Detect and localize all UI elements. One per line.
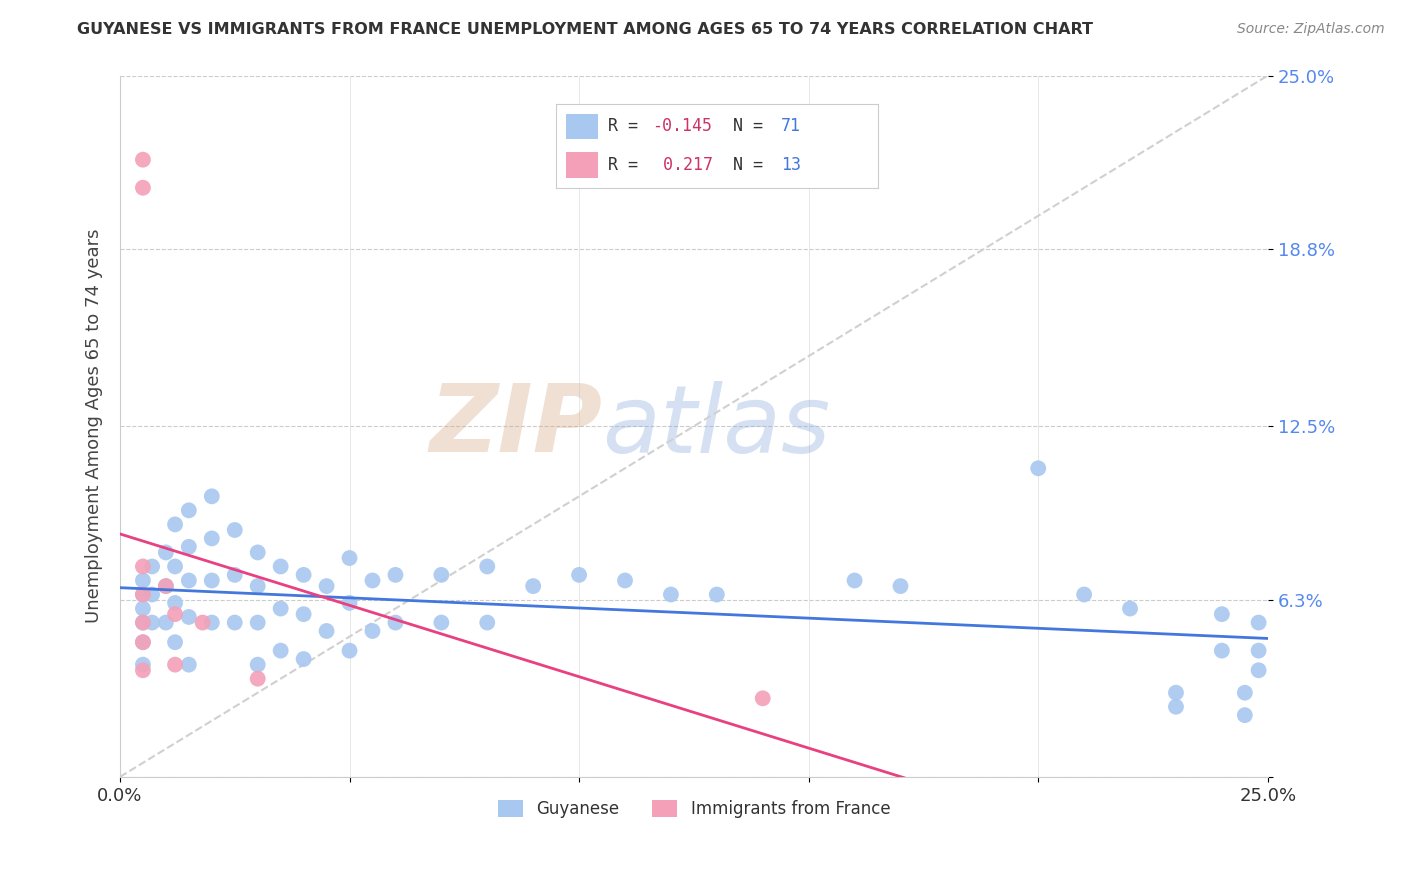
Point <box>315 624 337 638</box>
Y-axis label: Unemployment Among Ages 65 to 74 years: Unemployment Among Ages 65 to 74 years <box>86 229 103 624</box>
Point <box>522 579 544 593</box>
Point <box>141 559 163 574</box>
Point <box>292 607 315 622</box>
Point <box>1073 587 1095 601</box>
Point <box>361 624 384 638</box>
Point <box>1233 686 1256 700</box>
Point <box>141 587 163 601</box>
Point <box>339 551 361 566</box>
Point <box>132 587 155 601</box>
Point <box>132 153 155 167</box>
Point <box>132 657 155 672</box>
Point <box>132 615 155 630</box>
Point <box>1247 663 1270 677</box>
Point <box>132 574 155 588</box>
Point <box>155 615 177 630</box>
Point <box>1164 686 1187 700</box>
Point <box>1211 643 1233 657</box>
Point <box>315 579 337 593</box>
Point <box>165 559 187 574</box>
Point <box>201 615 224 630</box>
Point <box>177 503 200 517</box>
Point <box>246 615 269 630</box>
Point <box>201 574 224 588</box>
Point <box>224 567 246 582</box>
Point <box>659 587 682 601</box>
Point <box>1211 607 1233 622</box>
Point <box>1247 615 1270 630</box>
Point <box>339 596 361 610</box>
Point <box>132 635 155 649</box>
Point <box>614 574 637 588</box>
Point <box>155 545 177 559</box>
Point <box>224 615 246 630</box>
Point <box>292 652 315 666</box>
Point <box>132 635 155 649</box>
Point <box>132 180 155 194</box>
Point <box>246 545 269 559</box>
Point <box>270 601 292 615</box>
Point <box>889 579 911 593</box>
Point <box>132 615 155 630</box>
Point <box>177 657 200 672</box>
Point <box>165 596 187 610</box>
Point <box>384 567 406 582</box>
Point <box>477 615 499 630</box>
Point <box>246 657 269 672</box>
Point <box>246 672 269 686</box>
Point <box>270 643 292 657</box>
Point <box>1164 699 1187 714</box>
Point <box>1026 461 1049 475</box>
Point <box>706 587 728 601</box>
Point <box>270 559 292 574</box>
Point <box>191 615 214 630</box>
Point <box>430 567 453 582</box>
Point <box>568 567 591 582</box>
Text: ZIP: ZIP <box>429 380 602 472</box>
Point <box>132 601 155 615</box>
Point <box>430 615 453 630</box>
Point <box>155 579 177 593</box>
Text: Source: ZipAtlas.com: Source: ZipAtlas.com <box>1237 22 1385 37</box>
Point <box>132 663 155 677</box>
Text: atlas: atlas <box>602 381 831 472</box>
Point <box>224 523 246 537</box>
Point <box>384 615 406 630</box>
Point <box>155 579 177 593</box>
Point <box>201 489 224 503</box>
Point <box>177 540 200 554</box>
Point <box>361 574 384 588</box>
Point <box>751 691 773 706</box>
Point <box>477 559 499 574</box>
Point <box>132 559 155 574</box>
Point <box>201 532 224 546</box>
Point <box>246 579 269 593</box>
Point <box>1247 643 1270 657</box>
Point <box>292 567 315 582</box>
Point <box>1233 708 1256 723</box>
Point <box>177 610 200 624</box>
Point <box>165 657 187 672</box>
Point <box>177 574 200 588</box>
Legend: Guyanese, Immigrants from France: Guyanese, Immigrants from France <box>491 793 897 824</box>
Point <box>165 607 187 622</box>
Point <box>141 615 163 630</box>
Point <box>132 587 155 601</box>
Text: GUYANESE VS IMMIGRANTS FROM FRANCE UNEMPLOYMENT AMONG AGES 65 TO 74 YEARS CORREL: GUYANESE VS IMMIGRANTS FROM FRANCE UNEMP… <box>77 22 1094 37</box>
Point <box>165 517 187 532</box>
Point <box>1119 601 1142 615</box>
Point <box>339 643 361 657</box>
Point <box>844 574 866 588</box>
Point <box>165 635 187 649</box>
